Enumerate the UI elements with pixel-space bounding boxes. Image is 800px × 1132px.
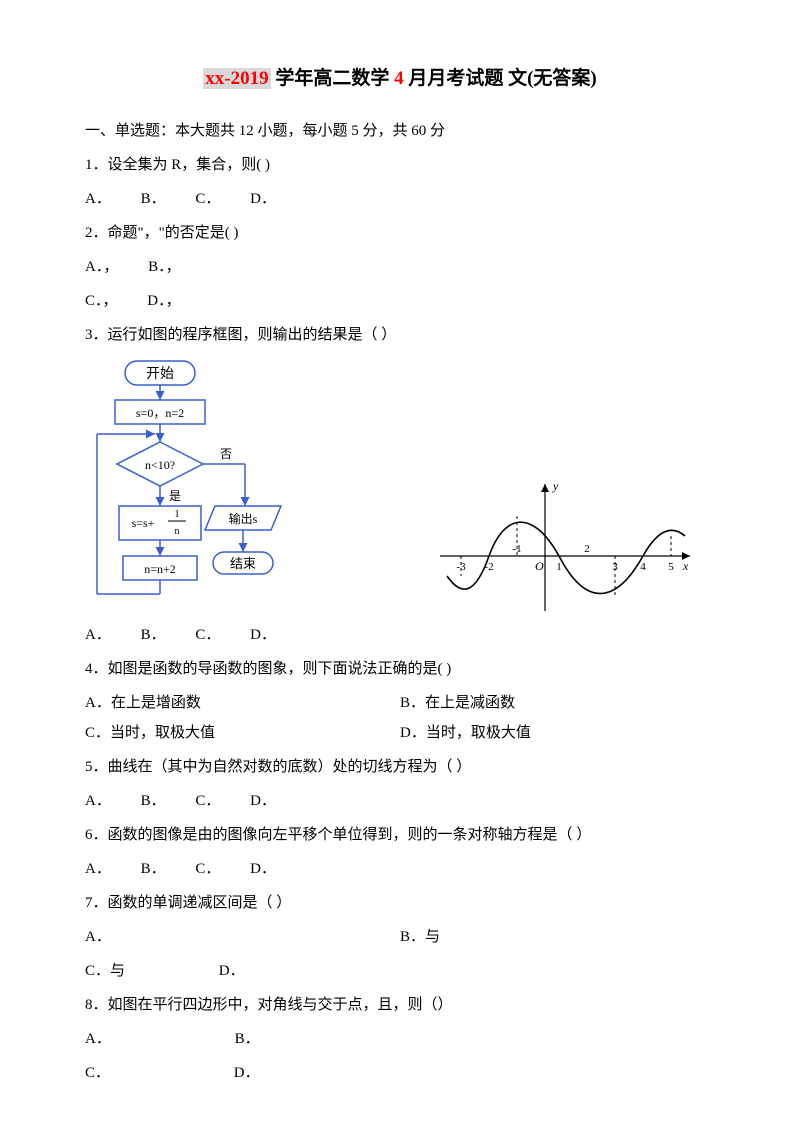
flow-step: s=s+: [132, 516, 155, 530]
q6-text: 6．函数的图像是由的图像向左平移个单位得到，则的一条对称轴方程是（ ）: [85, 820, 715, 850]
q7-options-row1: A． B．与: [85, 922, 715, 952]
q3-opt-a: A．: [85, 620, 111, 650]
q2-opt-a: A．，: [85, 252, 118, 282]
sine-tick-2: 2: [584, 543, 590, 555]
title-tail: 月月考试题 文(无答案): [404, 68, 597, 89]
q7-opt-a: A．: [85, 922, 400, 952]
q3-opt-d: D．: [250, 620, 276, 650]
q1-opt-c: C．: [195, 184, 220, 214]
q7-opt-d: D．: [219, 956, 245, 986]
q5-opt-a: A．: [85, 786, 111, 816]
q6-opt-a: A．: [85, 854, 111, 884]
q6-opt-d: D．: [250, 854, 276, 884]
flow-start: 开始: [146, 366, 174, 382]
q8-opt-d: D．: [234, 1058, 260, 1088]
q4-opt-b: B．在上是减函数: [400, 688, 715, 718]
q6-opt-c: C．: [195, 854, 220, 884]
flow-frac-num: 1: [175, 509, 180, 520]
sine-tick-5: 5: [668, 561, 674, 573]
q1-text: 1．设全集为 R，集合，则( ): [85, 150, 715, 180]
q2-opt-c: C．，: [85, 286, 118, 316]
title-year: xx-2019: [203, 68, 270, 89]
sine-ylabel: y: [552, 479, 559, 493]
title-mid: 学年高二数学: [271, 68, 395, 89]
section-header: 一、单选题：本大题共 12 小题，每小题 5 分，共 60 分: [85, 116, 715, 146]
q4-opt-d: D．当时，取极大值: [400, 718, 715, 748]
sine-xlabel: x: [682, 559, 689, 573]
q2-options-row1: A．， B．，: [85, 252, 715, 282]
sine-tick-4: 4: [640, 561, 646, 573]
q8-opt-a: A．: [85, 1024, 111, 1054]
flow-init: s=0，n=2: [136, 406, 184, 420]
q4-options-row2: C．当时，取极大值 D．当时，取极大值: [85, 718, 715, 748]
q5-opt-b: B．: [141, 786, 166, 816]
q2-opt-d: D．，: [147, 286, 180, 316]
q3-opt-c: C．: [195, 620, 220, 650]
q6-options: A． B． C． D．: [85, 854, 715, 884]
q7-text: 7．函数的单调递减区间是（ ）: [85, 888, 715, 918]
flow-cond: n<10?: [145, 458, 175, 472]
title-month: 4: [394, 68, 404, 89]
q7-opt-c: C．与: [85, 956, 125, 986]
q1-opt-a: A．: [85, 184, 111, 214]
flowchart-figure: 开始 s=0，n=2 n<10? 否 输出s 结束: [85, 356, 285, 616]
page-title: xx-2019 学年高二数学 4 月月考试题 文(无答案): [85, 60, 715, 98]
q4-text: 4．如图是函数的导函数的图象，则下面说法正确的是( ): [85, 654, 715, 684]
figure-row: 开始 s=0，n=2 n<10? 否 输出s 结束: [85, 356, 715, 616]
q1-opt-d: D．: [250, 184, 276, 214]
flow-end: 结束: [230, 556, 256, 571]
q8-opt-b: B．: [235, 1024, 260, 1054]
flow-no: 否: [220, 447, 232, 461]
q8-options-row1: A． B．: [85, 1024, 715, 1054]
q2-opt-b: B．，: [148, 252, 181, 282]
q8-opt-c: C．: [85, 1058, 110, 1088]
q3-opt-b: B．: [141, 620, 166, 650]
q4-opt-a: A．在上是增函数: [85, 688, 400, 718]
sine-tick-1: 1: [556, 561, 562, 573]
q3-text: 3．运行如图的程序框图，则输出的结果是（ ）: [85, 320, 715, 350]
q5-text: 5．曲线在（其中为自然对数的底数）处的切线方程为（ ）: [85, 752, 715, 782]
flow-out: 输出s: [229, 511, 258, 526]
q1-options: A． B． C． D．: [85, 184, 715, 214]
q5-options: A． B． C． D．: [85, 786, 715, 816]
flow-yes: 是: [169, 489, 181, 503]
sine-origin: O: [535, 559, 544, 573]
q4-options-row1: A．在上是增函数 B．在上是减函数: [85, 688, 715, 718]
q2-text: 2．命题"，"的否定是( ): [85, 218, 715, 248]
q5-opt-c: C．: [195, 786, 220, 816]
q1-opt-b: B．: [141, 184, 166, 214]
q2-options-row2: C．， D．，: [85, 286, 715, 316]
q6-opt-b: B．: [141, 854, 166, 884]
q7-opt-b: B．与: [400, 922, 715, 952]
q8-text: 8．如图在平行四边形中，对角线与交于点，且，则（）: [85, 990, 715, 1020]
q7-options-row2: C．与 D．: [85, 956, 715, 986]
flow-inc: n=n+2: [144, 562, 176, 576]
flow-frac-den: n: [175, 526, 180, 537]
q8-options-row2: C． D．: [85, 1058, 715, 1088]
q4-opt-c: C．当时，取极大值: [85, 718, 400, 748]
q5-opt-d: D．: [250, 786, 276, 816]
q3-options: A． B． C． D．: [85, 620, 715, 650]
sine-figure: y x O -3 -2 -1 1 2 3 4 5: [435, 476, 695, 616]
